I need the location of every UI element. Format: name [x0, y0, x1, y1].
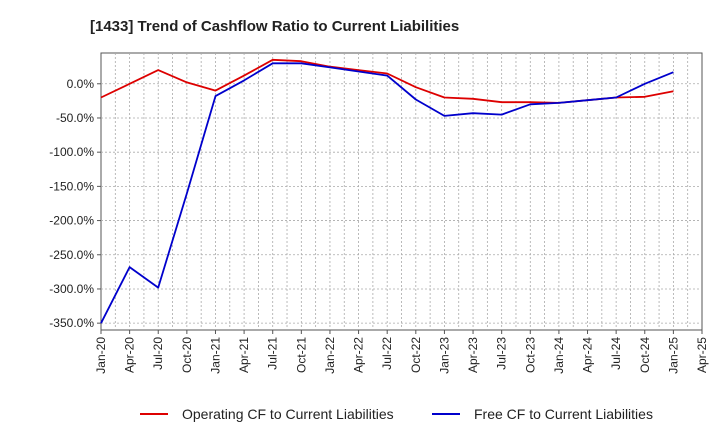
x-tick-label: Apr-20	[123, 337, 137, 373]
x-tick-label: Jan-20	[94, 337, 108, 374]
x-tick-label: Jan-21	[208, 337, 222, 374]
y-tick-label: -300.0%	[49, 282, 94, 296]
x-tick-label: Jul-21	[266, 337, 280, 370]
y-tick-label: -200.0%	[49, 214, 94, 228]
y-tick-label: -100.0%	[49, 145, 94, 159]
x-tick-label: Jan-22	[323, 337, 337, 374]
x-tick-label: Jan-24	[552, 337, 566, 374]
chart-title: [1433] Trend of Cashflow Ratio to Curren…	[90, 18, 459, 35]
x-tick-label: Apr-25	[695, 337, 709, 373]
x-tick-label: Apr-21	[237, 337, 251, 373]
y-axis: 0.0% -50.0% -100.0% -150.0% -200.0% -250.0% -3…	[49, 77, 101, 330]
x-tick-label: Jul-22	[380, 337, 394, 370]
x-tick-label: Oct-23	[523, 337, 537, 373]
x-tick-label: Apr-23	[466, 337, 480, 373]
x-tick-label: Apr-24	[581, 337, 595, 373]
x-tick-label: Oct-24	[638, 337, 652, 373]
x-tick-label: Oct-21	[294, 337, 308, 373]
legend-label: Free CF to Current Liabilities	[474, 406, 653, 422]
x-tick-label: Jan-23	[437, 337, 451, 374]
y-tick-label: -350.0%	[49, 316, 94, 330]
y-tick-label: 0.0%	[67, 77, 95, 91]
x-axis: Jan-20 Apr-20 Jul-20 Oct-20 Jan-21 Apr-21 Jul-…	[94, 330, 709, 374]
y-tick-label: -150.0%	[49, 179, 94, 193]
x-tick-label: Jul-20	[151, 337, 165, 370]
grid-layer	[101, 53, 702, 330]
series-layer	[100, 58, 674, 324]
y-tick-label: -50.0%	[56, 111, 94, 125]
x-tick-label: Oct-22	[409, 337, 423, 373]
legend: Operating CF to Current Liabilities Free …	[140, 406, 653, 422]
x-tick-label: Oct-20	[180, 337, 194, 373]
series-line-2	[100, 62, 674, 324]
legend-label: Operating CF to Current Liabilities	[182, 406, 394, 422]
x-tick-label: Jul-24	[609, 337, 623, 370]
x-tick-label: Apr-22	[352, 337, 366, 373]
x-tick-label: Jul-23	[495, 337, 509, 370]
y-tick-label: -250.0%	[49, 248, 94, 262]
x-tick-label: Jan-25	[666, 337, 680, 374]
